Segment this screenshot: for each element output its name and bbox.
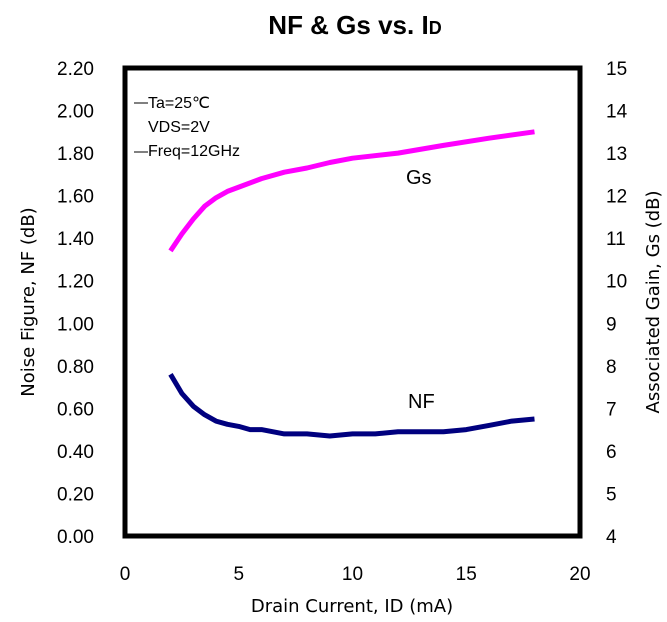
y-tick-label-right: 11 (606, 229, 626, 250)
y-tick-label-left: 0.60 (57, 399, 94, 420)
y-tick-label-left: 0.40 (57, 442, 94, 463)
x-axis-label: Drain Current, ID (mA) (251, 596, 453, 617)
series-label-gs: Gs (406, 167, 432, 189)
x-tick-label: 15 (456, 564, 477, 585)
y-tick-label-left: 1.60 (57, 187, 94, 208)
condition-vds: VDS=2V (148, 119, 210, 136)
series-line-nf (168, 373, 535, 439)
y-axis-left-label: Noise Figure, NF (dB) (18, 207, 39, 396)
y-tick-label-right: 7 (606, 399, 617, 420)
y-tick-label-right: 12 (606, 187, 627, 208)
y-axis-left-ticks: 0.00 0.20 0.40 0.60 0.80 1.00 1.20 1.40 1.60 1.80… (57, 59, 94, 548)
y-tick-label-right: 5 (606, 484, 617, 505)
y-tick-label-left: 1.00 (57, 314, 94, 335)
y-tick-label-right: 10 (606, 272, 627, 293)
x-axis-ticks: 0 5 10 15 20 (120, 564, 591, 585)
y-tick-label-right: 6 (606, 442, 617, 463)
y-tick-label-right: 8 (606, 357, 617, 378)
x-tick-label: 10 (342, 564, 363, 585)
x-tick-label: 0 (120, 564, 131, 585)
y-axis-right-label: Associated Gain, Gs (dB) (643, 191, 664, 414)
y-tick-label-left: 2.00 (57, 102, 94, 123)
y-tick-label-left: 0.20 (57, 484, 94, 505)
plot-area (122, 65, 583, 539)
y-tick-label-right: 4 (606, 527, 617, 548)
x-tick-label: 20 (569, 564, 590, 585)
series-label-nf: NF (408, 391, 435, 413)
y-tick-label-right: 15 (606, 59, 627, 80)
series-line-gs (168, 129, 535, 253)
series-layer (168, 129, 535, 439)
y-tick-label-left: 1.20 (57, 272, 94, 293)
y-tick-label-right: 14 (606, 102, 628, 123)
y-axis-right-ticks: 4 5 6 7 8 9 10 11 12 13 14 15 (606, 59, 628, 548)
y-tick-label-left: 0.80 (57, 357, 94, 378)
condition-temperature: Ta=25℃ (148, 95, 210, 112)
plot-frame (122, 65, 583, 539)
chart-title: NF & Gs vs. ID (268, 10, 441, 40)
y-tick-label-left: 2.20 (57, 59, 94, 80)
y-tick-label-right: 13 (606, 144, 627, 165)
x-tick-label: 5 (233, 564, 244, 585)
y-tick-label-right: 9 (606, 314, 617, 335)
y-tick-label-left: 0.00 (57, 527, 94, 548)
y-tick-label-left: 1.80 (57, 144, 94, 165)
chart-title-subscript: D (429, 18, 442, 38)
chart-title-main: NF & Gs vs. I (268, 10, 428, 40)
condition-frequency: Freq=12GHz (148, 143, 240, 160)
y-tick-label-left: 1.40 (57, 229, 94, 250)
